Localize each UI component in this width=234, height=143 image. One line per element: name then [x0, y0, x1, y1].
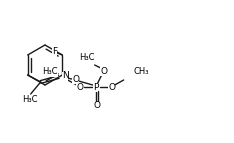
Text: O: O: [93, 102, 100, 111]
Text: F: F: [52, 46, 57, 55]
Text: O: O: [100, 66, 107, 76]
Text: H₃C: H₃C: [42, 67, 58, 77]
Text: P: P: [93, 83, 98, 92]
Text: N: N: [62, 72, 68, 81]
Text: H₃C: H₃C: [22, 95, 37, 104]
Text: CH₃: CH₃: [134, 67, 149, 77]
Text: O: O: [108, 83, 115, 92]
Text: O: O: [76, 83, 83, 92]
Text: H₃C: H₃C: [79, 52, 95, 61]
Text: O: O: [72, 75, 79, 84]
